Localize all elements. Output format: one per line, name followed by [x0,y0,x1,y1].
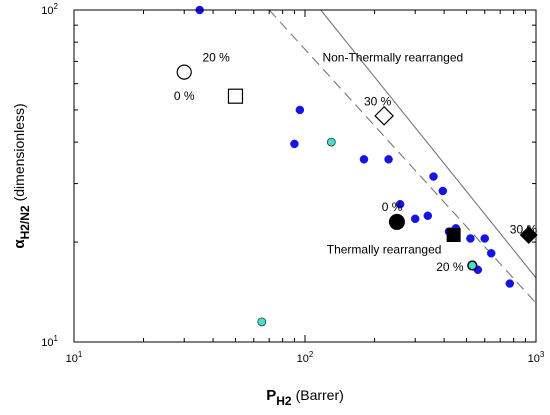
annotation-label: Thermally rearranged [327,242,442,256]
reference-lines [268,9,537,304]
annotation-label: Non-Thermally rearranged [322,50,463,64]
data-point-diamond-filled [519,226,538,245]
x-axis-label-symbol: P [266,387,276,404]
data-point-circle-filled [388,213,405,230]
y-axis-label: αH2/N2 (dimensionless) [11,103,32,248]
data-point-circle-small [505,279,515,288]
data-point-circle-small [429,172,438,181]
y-axis-label-subscript: H2/N2 [18,205,32,239]
data-point-circle-small [410,214,420,224]
data-point-circle-small [423,211,433,221]
data-point-circle-small [480,234,490,243]
annotation-label: 0 % [382,200,403,214]
x-axis-label-subscript: H2 [276,394,292,408]
data-point-circle-small [359,155,369,164]
annotation-label: 30 % [510,223,538,237]
data-point-square-open [227,88,244,104]
solid-reference-line [320,9,537,279]
data-point-circle-small [257,317,267,327]
data-point-circle-small [486,249,496,258]
y-tick-label: 102 [41,2,58,17]
data-point-circle-small [438,186,448,196]
x-axis-label: PH2 (Barrer) [266,387,344,408]
data-point-circle-small [290,139,299,149]
y-axis-label-symbol: α [11,239,28,249]
data-point-square-filled [446,228,461,243]
dashed-reference-line [268,9,537,304]
axis-ticks: 101 102 103 101 102 [41,2,545,365]
x-tick-label: 101 [66,350,83,365]
plot-area-frame [73,9,537,343]
annotation-label: 0 % [174,89,195,103]
data-point-diamond-open [374,105,394,126]
data-point-circle-small [466,234,475,243]
data-point-circle-open [467,260,478,271]
annotation-label: 20 % [436,260,464,274]
annotations: 20 % 0 % Non-Thermally rearranged 30 % 0 % 30… [174,50,538,274]
data-point-circle-small [295,105,305,115]
data-point-circle-open [176,64,192,80]
y-tick-label: 101 [41,334,58,349]
data-point-circle-small [384,155,393,164]
data-point-circle-small [395,199,405,209]
annotation-label: 20 % [203,50,231,64]
x-tick-label: 103 [528,350,545,365]
data-points [176,5,538,327]
data-point-circle-small [326,137,336,147]
x-tick-label: 102 [297,350,314,365]
x-axis-label-unit: (Barrer) [296,387,344,403]
annotation-label: 30 % [364,95,392,109]
y-axis-label-unit: (dimensionless) [11,103,27,201]
